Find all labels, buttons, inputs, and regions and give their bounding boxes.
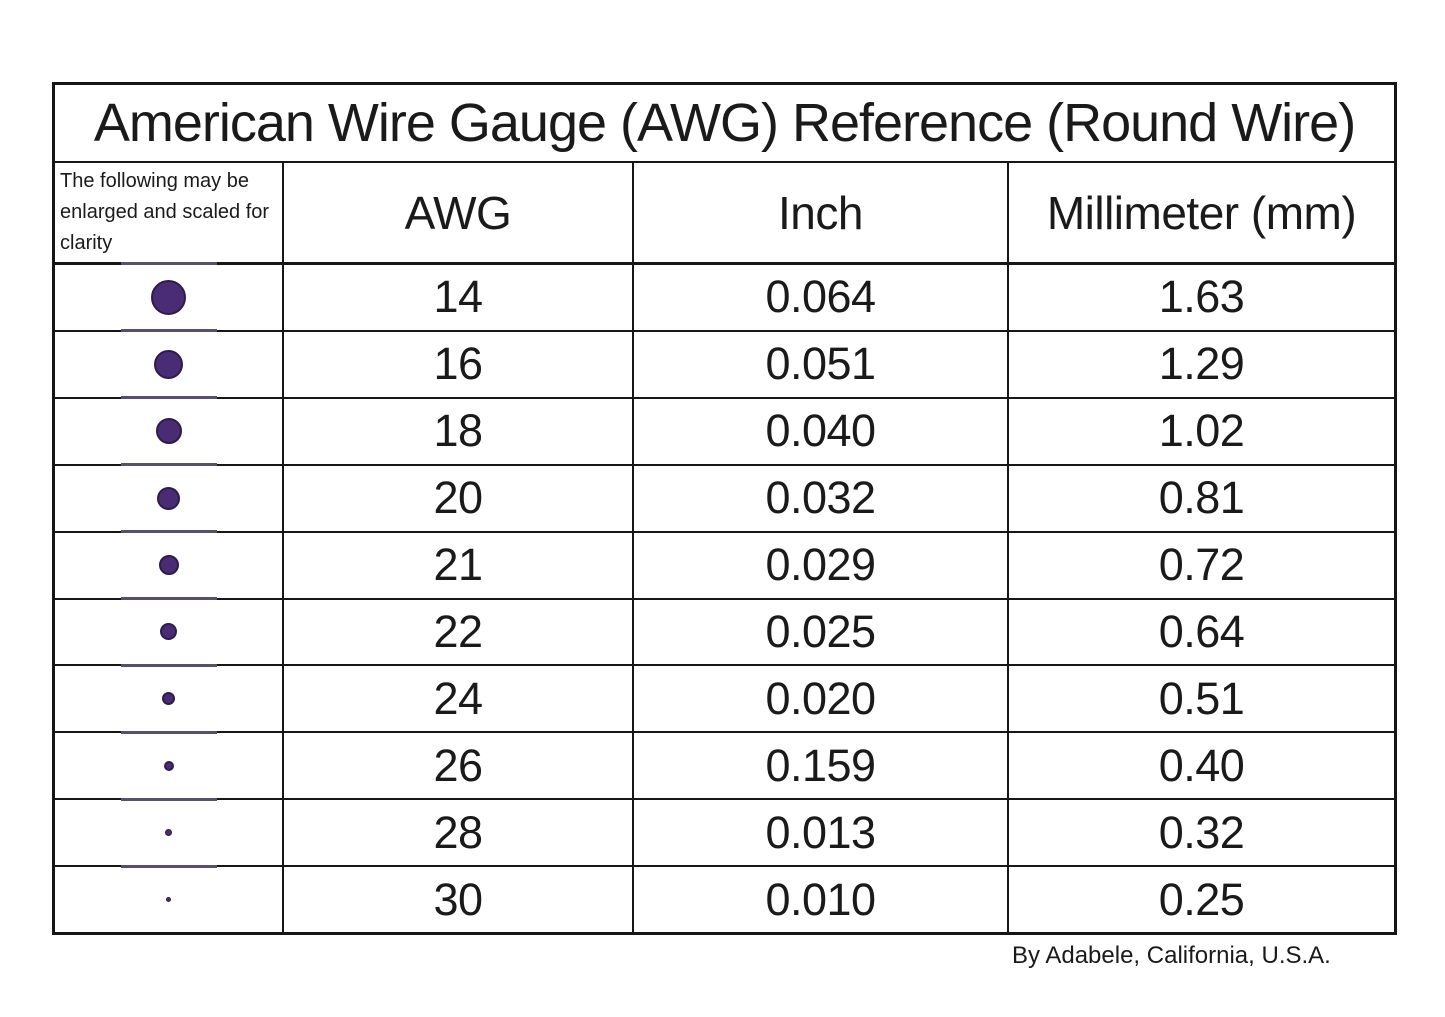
mm-value-cell: 0.25 xyxy=(1158,873,1245,925)
table-row: 24 0.020 0.51 xyxy=(55,663,1394,732)
awg-value-cell: 14 xyxy=(284,265,634,330)
table-row: 14 0.064 1.63 xyxy=(55,262,1394,330)
awg-value-cell: 21 xyxy=(284,532,634,598)
mm-value-cell: 1.63 xyxy=(1158,271,1245,323)
inch-value-cell: 0.064 xyxy=(634,265,1009,330)
wire-gauge-dot xyxy=(162,692,175,706)
wire-dot-cell xyxy=(55,864,284,933)
wire-gauge-dot xyxy=(163,760,174,771)
wire-dot-cell xyxy=(55,530,284,598)
column-header-millimeter: Millimeter (mm) xyxy=(1046,186,1357,239)
dot-underline xyxy=(120,730,217,734)
inch-value-cell: 0.032 xyxy=(634,465,1009,531)
inch-value-cell: 0.013 xyxy=(634,800,1009,866)
wire-dot-cell xyxy=(55,797,284,866)
inch-value-cell: 0.025 xyxy=(634,599,1009,665)
awg-value-cell: 22 xyxy=(284,599,634,665)
wire-gauge-dot xyxy=(151,279,186,315)
mm-value-cell: 1.02 xyxy=(1158,405,1245,457)
awg-value-cell: 20 xyxy=(284,465,634,531)
wire-dot-cell xyxy=(55,329,284,397)
wire-dot-cell xyxy=(55,597,284,665)
wire-gauge-dot xyxy=(165,829,172,837)
dot-underline xyxy=(120,463,217,467)
table-row: 26 0.159 0.40 xyxy=(55,730,1394,799)
wire-gauge-dot xyxy=(155,418,182,445)
awg-value-cell: 16 xyxy=(284,331,634,397)
dot-underline xyxy=(120,864,217,868)
mm-value-cell: 0.40 xyxy=(1158,739,1245,791)
inch-value-cell: 0.051 xyxy=(634,331,1009,397)
inch-value-cell: 0.020 xyxy=(634,666,1009,732)
dot-underline xyxy=(120,396,217,400)
wire-gauge-dot xyxy=(154,349,183,379)
wire-dot-cell xyxy=(55,262,284,330)
mm-value-cell: 1.29 xyxy=(1158,338,1245,390)
mm-value-cell: 0.72 xyxy=(1158,539,1245,591)
inch-value-cell: 0.029 xyxy=(634,532,1009,598)
dot-underline xyxy=(120,597,217,601)
awg-value-cell: 26 xyxy=(284,733,634,799)
mm-value-cell: 0.81 xyxy=(1158,472,1245,524)
wire-gauge-dot xyxy=(160,623,177,641)
table-row: 16 0.051 1.29 xyxy=(55,329,1394,397)
column-header-awg: AWG xyxy=(284,163,634,262)
wire-gauge-dot xyxy=(157,486,180,510)
dot-underline xyxy=(120,530,217,534)
wire-dot-cell xyxy=(55,730,284,799)
credit-text: By Adabele, California, U.S.A. xyxy=(1012,942,1331,969)
dot-underline xyxy=(120,797,217,801)
wire-gauge-dot xyxy=(158,555,179,576)
inch-value-cell: 0.040 xyxy=(634,398,1009,464)
table-row: 21 0.029 0.72 xyxy=(55,530,1394,598)
table-row: 28 0.013 0.32 xyxy=(55,797,1394,866)
awg-value-cell: 18 xyxy=(284,398,634,464)
mm-value-cell: 0.64 xyxy=(1158,605,1245,657)
awg-reference-table: American Wire Gauge (AWG) Reference (Rou… xyxy=(52,82,1397,935)
table-row: 22 0.025 0.64 xyxy=(55,597,1394,665)
dot-underline xyxy=(120,262,217,265)
mm-value-cell: 0.32 xyxy=(1158,806,1245,858)
mm-value-cell: 0.51 xyxy=(1158,672,1245,724)
wire-dot-cell xyxy=(55,663,284,732)
dot-underline xyxy=(120,329,217,333)
inch-value-cell: 0.010 xyxy=(634,867,1009,933)
awg-value-cell: 30 xyxy=(284,867,634,933)
table-row: 30 0.010 0.25 xyxy=(55,864,1394,933)
wire-gauge-dot xyxy=(166,897,171,903)
table-body: 14 0.064 1.63 16 0.051 1.29 18 0.040 1.0… xyxy=(55,262,1394,933)
inch-value-cell: 0.159 xyxy=(634,733,1009,799)
wire-dot-cell xyxy=(55,463,284,531)
scaling-note: The following may be enlarged and scaled… xyxy=(55,163,284,262)
awg-value-cell: 24 xyxy=(284,666,634,732)
dot-underline xyxy=(120,663,217,667)
wire-dot-cell xyxy=(55,396,284,464)
table-row: 20 0.032 0.81 xyxy=(55,463,1394,531)
awg-value-cell: 28 xyxy=(284,800,634,866)
table-row: 18 0.040 1.02 xyxy=(55,396,1394,464)
column-header-inch: Inch xyxy=(634,163,1009,262)
table-title: American Wire Gauge (AWG) Reference (Rou… xyxy=(55,85,1394,163)
table-header-row: The following may be enlarged and scaled… xyxy=(55,163,1394,265)
